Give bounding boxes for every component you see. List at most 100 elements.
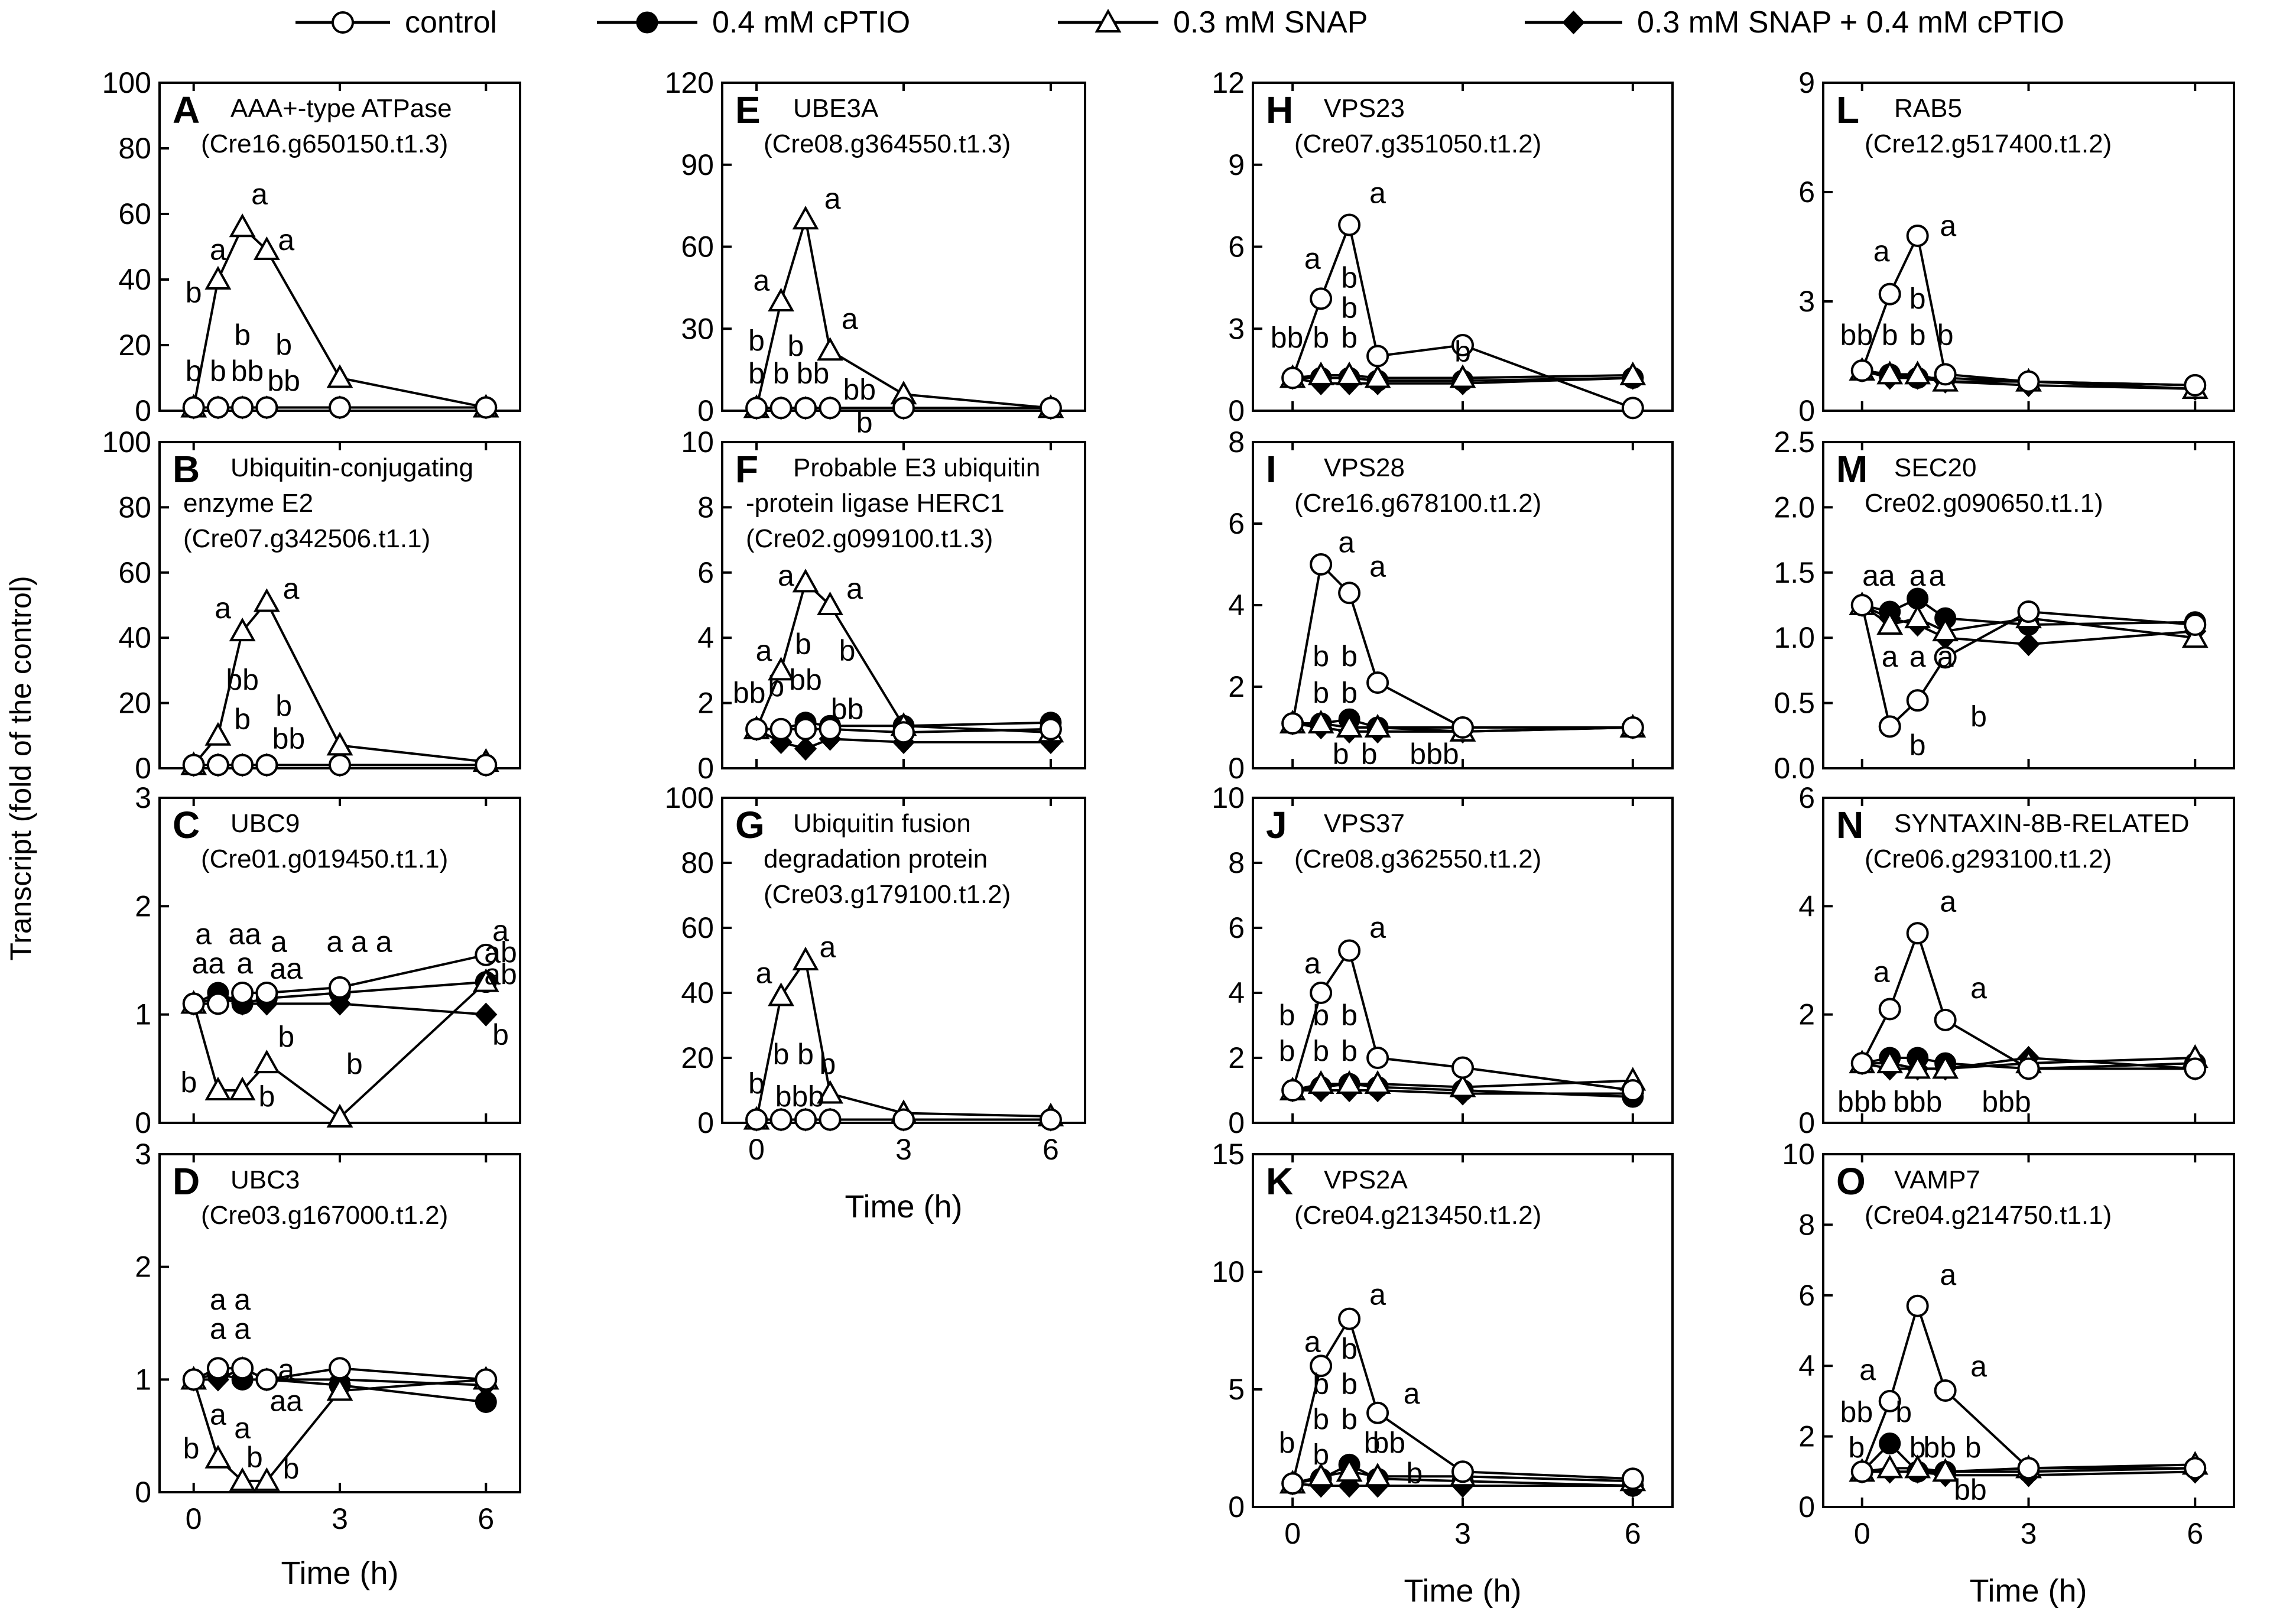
panel-g-annotation-2: a bbox=[819, 931, 836, 964]
legend-label-4: 0.3 mM SNAP + 0.4 mM cPTIO bbox=[1637, 5, 2064, 40]
panel-o-ytick-label-2: 4 bbox=[1798, 1349, 1815, 1382]
panel-h-letter: H bbox=[1266, 89, 1293, 131]
panel-a-series-1-point-3 bbox=[231, 396, 254, 419]
panel-j-series-3-point-2 bbox=[1307, 1070, 1334, 1094]
panel-a-series-1-point-4 bbox=[255, 396, 278, 419]
panel-o-annotation-3: a bbox=[1970, 1350, 1987, 1383]
panel-k-series-1-point-6 bbox=[1621, 1467, 1644, 1490]
panel-f-series-3-point-3 bbox=[792, 569, 819, 593]
panel-c-annotation-3: aa bbox=[228, 918, 261, 951]
panel-d-series-1-point-1 bbox=[182, 1368, 205, 1391]
panel-j-ytick-label-3: 6 bbox=[1228, 911, 1245, 944]
panel-h-annotation-4: b bbox=[1313, 321, 1329, 355]
panel-f-ytick-label-0: 0 bbox=[697, 752, 714, 785]
panel-b-series-1-point-6 bbox=[475, 753, 498, 777]
panel-b-series-3-point-5 bbox=[326, 732, 353, 756]
panel-g-title-line-3: (Cre03.g179100.t1.2) bbox=[764, 880, 1011, 909]
panel-o-annotation-5: b bbox=[1848, 1431, 1865, 1464]
panel-d-series-1-point-3 bbox=[231, 1357, 254, 1380]
panel-m-series-3-point-6 bbox=[2181, 624, 2209, 648]
panel-k-ytick-label-0: 0 bbox=[1228, 1490, 1245, 1524]
panel-a-series-1-point-1 bbox=[182, 396, 205, 419]
panel-e-annotation-6: b bbox=[773, 357, 790, 390]
panel-k-annotation-7: b bbox=[1341, 1332, 1358, 1365]
panel-c-ytick-label-3: 3 bbox=[135, 781, 151, 814]
panel-b-ytick-label-1: 20 bbox=[118, 687, 151, 720]
panel-d-ytick-label-1: 1 bbox=[135, 1363, 151, 1396]
panel-c-series-4-point-6 bbox=[475, 1002, 498, 1027]
panel-b-ytick-label-5: 100 bbox=[102, 426, 151, 459]
panel-j-series-1-point-3 bbox=[1338, 939, 1361, 962]
panel-b-title-line-1: Ubiquitin-conjugating bbox=[230, 453, 473, 482]
panel-m-series-3-point-3 bbox=[1904, 604, 1931, 629]
panel-f-series-3-point-4 bbox=[817, 591, 843, 615]
panel-e-ytick-label-4: 120 bbox=[665, 66, 714, 99]
panel-b-series-1-point-3 bbox=[231, 753, 254, 777]
panel-o-ytick-label-1: 2 bbox=[1798, 1420, 1815, 1453]
panel-n-annotation-4: bbb bbox=[1837, 1086, 1886, 1119]
panel-e-series-1-point-5 bbox=[892, 397, 915, 420]
x-axis-label-2: Time (h) bbox=[845, 1189, 963, 1225]
panel-l-series-1-point-3 bbox=[1906, 225, 1929, 247]
panel-j-series-3-point-4 bbox=[1364, 1070, 1391, 1094]
panel-m-ytick-label-2: 1.0 bbox=[1774, 621, 1815, 654]
panel-o-series-1-point-6 bbox=[2184, 1457, 2207, 1480]
panel-d-letter: D bbox=[173, 1160, 200, 1203]
panel-l-annotation-3: bb bbox=[1840, 319, 1873, 352]
panel-g-series-1-point-6 bbox=[1039, 1108, 1062, 1131]
panel-l-annotation-4: b bbox=[1882, 319, 1898, 352]
panel-l-ytick-label-2: 6 bbox=[1798, 176, 1815, 209]
panel-n-ytick-label-2: 4 bbox=[1798, 889, 1815, 923]
panel-k-series-1-point-3 bbox=[1338, 1307, 1361, 1330]
panel-f-annotation-8: b bbox=[839, 634, 856, 667]
panel-g-title-line-2: degradation protein bbox=[764, 845, 988, 873]
panel-c-title-line-2: (Cre01.g019450.t1.1) bbox=[201, 845, 448, 873]
panel-g-series-1-point-5 bbox=[892, 1108, 915, 1131]
panel-l-series-3-point-3 bbox=[1904, 360, 1931, 385]
panel-f-ytick-label-5: 10 bbox=[681, 426, 714, 459]
x-axis-label-4: Time (h) bbox=[1970, 1573, 2087, 1609]
panel-l-series-1-point-6 bbox=[2184, 373, 2207, 397]
panel-k-xtick-label-0: 0 bbox=[1284, 1517, 1301, 1550]
panel-g-series-1-point-2 bbox=[769, 1108, 793, 1131]
panel-m-ytick-label-4: 2.0 bbox=[1774, 491, 1815, 524]
panel-b-annotation-5: b bbox=[275, 690, 292, 723]
panel-i-annotation-9: bbb bbox=[1410, 738, 1459, 771]
panel-f-series-1-point-5 bbox=[892, 721, 915, 744]
panel-a-ytick-label-1: 20 bbox=[118, 329, 151, 362]
panel-e-ytick-label-3: 90 bbox=[681, 148, 714, 181]
panel-c-annotation-8: a bbox=[492, 914, 509, 947]
panel-c-title-line-1: UBC9 bbox=[230, 809, 300, 838]
panel-k-annotation-13: b bbox=[1279, 1426, 1295, 1459]
panel-m-ytick-label-1: 0.5 bbox=[1774, 687, 1815, 720]
panel-g-ytick-label-5: 100 bbox=[665, 781, 714, 814]
panel-o-annotation-8: bb bbox=[1923, 1431, 1956, 1464]
panel-h-series-1-point-6 bbox=[1621, 397, 1644, 420]
panel-j-series-1-point-4 bbox=[1366, 1047, 1389, 1069]
panel-g-xtick-label-2: 6 bbox=[1043, 1133, 1059, 1166]
panel-e-annotation-7: b bbox=[788, 330, 804, 363]
panel-c-ytick-label-0: 0 bbox=[135, 1106, 151, 1139]
panel-d-xtick-label-0: 0 bbox=[186, 1502, 202, 1535]
panel-i-series-1-point-4 bbox=[1366, 671, 1389, 694]
panel-e-ytick-label-0: 0 bbox=[697, 394, 714, 427]
legend: control 0.4 mM cPTIO 0.3 mM SNAP 0.3 mM SNA… bbox=[295, 5, 2064, 40]
panel-d-annotation-1: a bbox=[210, 1283, 226, 1316]
panel-o-ytick-label-5: 10 bbox=[1782, 1138, 1815, 1171]
panel-a-ytick-label-4: 80 bbox=[118, 132, 151, 165]
panel-i-ytick-label-1: 2 bbox=[1228, 670, 1245, 703]
panel-j-series-1-point-2 bbox=[1310, 982, 1333, 1004]
panel-a-title-line-2: (Cre16.g650150.t1.3) bbox=[201, 129, 448, 158]
panel-b-ytick-label-3: 60 bbox=[118, 556, 151, 589]
panel-l-annotation-5: b bbox=[1909, 282, 1926, 315]
panel-d-series-1-point-2 bbox=[206, 1357, 229, 1380]
panel-c-series-3-line bbox=[192, 981, 487, 1119]
panel-o-title-line-1: VAMP7 bbox=[1894, 1165, 1980, 1194]
panel-l-title-line-1: RAB5 bbox=[1894, 94, 1962, 123]
panel-k-annotation-3: a bbox=[1404, 1377, 1420, 1410]
panel-d-xtick-label-1: 3 bbox=[332, 1502, 348, 1535]
panel-i-ytick-label-4: 8 bbox=[1228, 426, 1245, 459]
panel-n-annotation-6: bbb bbox=[1982, 1086, 2031, 1119]
panel-h-annotation-6: b bbox=[1341, 291, 1358, 324]
panel-f-annotation-4: bb bbox=[733, 677, 766, 710]
